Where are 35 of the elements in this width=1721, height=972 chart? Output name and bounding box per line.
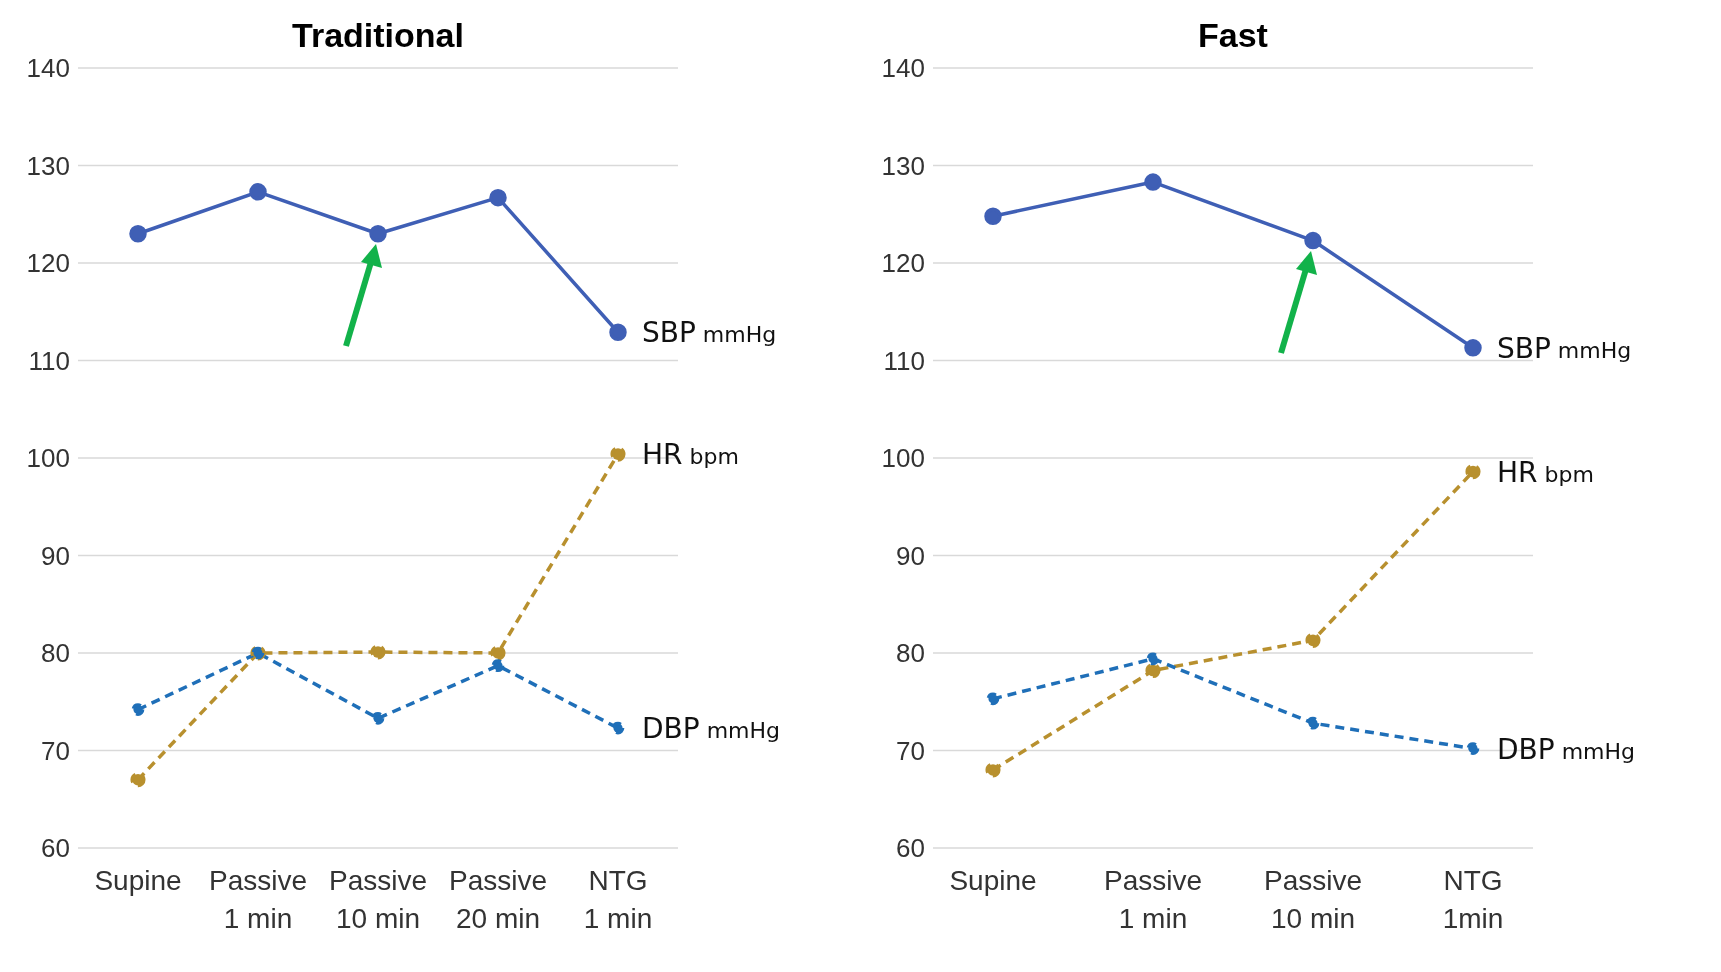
x-tick-label: Passive 10 min — [1263, 865, 1363, 934]
series-label: DBP mmHg — [642, 712, 781, 746]
y-tick-label: 110 — [28, 345, 70, 376]
y-tick-label: 110 — [883, 345, 925, 376]
y-tick-label: 140 — [26, 53, 70, 84]
series-label: SBP mmHg — [1497, 331, 1632, 365]
y-tick-label: 90 — [41, 540, 70, 571]
series-label: HR bpm — [1497, 455, 1594, 489]
chart-title: Traditional — [291, 16, 465, 55]
y-tick-label: 90 — [896, 540, 925, 571]
x-tick-label: Passive 20 min — [448, 865, 548, 934]
y-tick-label: 120 — [26, 248, 70, 279]
y-tick-label: 100 — [881, 443, 925, 474]
x-tick-label: Passive 1 min — [1103, 865, 1203, 934]
series-label: SBP mmHg — [642, 316, 777, 350]
y-tick-label: 80 — [896, 638, 925, 669]
y-tick-label: 60 — [896, 833, 925, 864]
chart-title: Fast — [1197, 16, 1269, 55]
x-tick-label: Supine — [94, 865, 182, 896]
y-tick-label: 120 — [881, 248, 925, 279]
y-tick-label: 130 — [26, 150, 70, 181]
y-tick-label: 80 — [41, 638, 70, 669]
y-tick-label: 100 — [26, 443, 70, 474]
y-tick-label: 140 — [881, 53, 925, 84]
y-tick-label: 60 — [41, 833, 70, 864]
y-tick-label: 70 — [41, 735, 70, 766]
x-tick-label: NTG 1min — [1442, 865, 1504, 934]
series-label: DBP mmHg — [1497, 732, 1636, 766]
x-tick-label: Supine — [949, 865, 1037, 896]
x-tick-label: NTG 1 min — [583, 865, 653, 934]
x-tick-label: Passive 10 min — [328, 865, 428, 934]
x-tick-label: Passive 1 min — [208, 865, 308, 934]
y-tick-label: 70 — [896, 735, 925, 766]
y-tick-label: 130 — [881, 150, 925, 181]
series-label: HR bpm — [642, 438, 739, 472]
